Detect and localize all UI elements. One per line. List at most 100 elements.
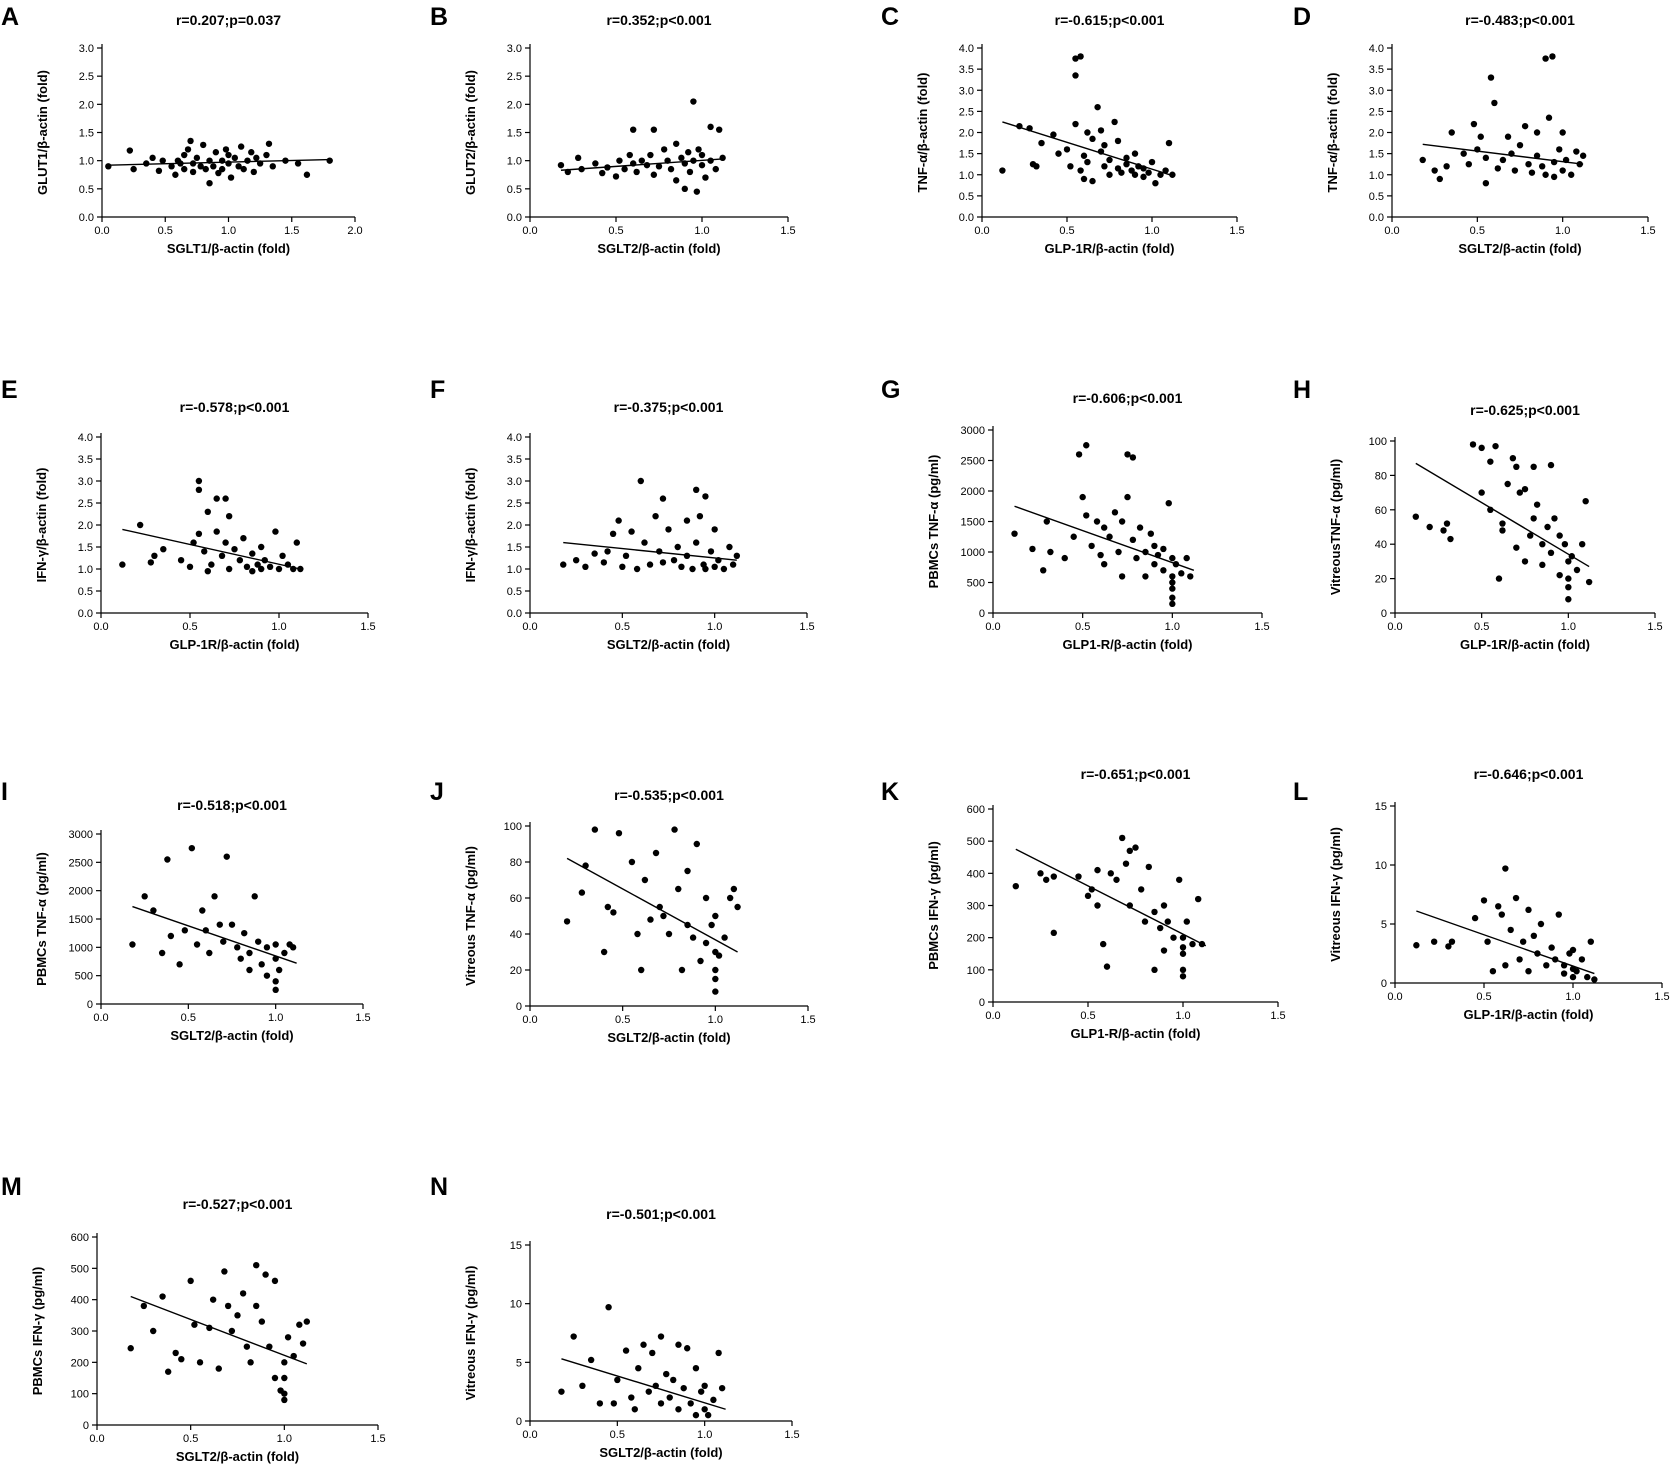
- data-point: [240, 535, 247, 542]
- data-point: [1560, 970, 1568, 977]
- panel-n: Nr=-0.501;p<0.001 0.0 0.5 1.0 1.5 0 5 10 15 SGLT2…: [430, 1173, 800, 1460]
- y-tick-label: 400: [967, 868, 985, 880]
- panel-label: D: [1293, 3, 1311, 31]
- data-point: [1154, 551, 1162, 559]
- y-tick-label: 40: [1375, 539, 1387, 551]
- data-point: [1070, 533, 1077, 540]
- data-point: [698, 151, 706, 159]
- data-point: [1106, 156, 1113, 164]
- stat-title: r=-0.518;p<0.001: [177, 797, 287, 813]
- data-point: [265, 140, 273, 147]
- panel-h: Hr=-0.625;p<0.001 0.0 0.5 1.0 1.5 0 20 40 60 80 10…: [1293, 376, 1663, 652]
- x-tick-label: 0.0: [522, 621, 537, 633]
- data-point: [1582, 498, 1589, 505]
- data-point: [1160, 567, 1167, 574]
- data-point: [1072, 120, 1079, 128]
- data-point: [720, 565, 728, 573]
- y-tick-label: 1.0: [78, 564, 93, 576]
- data-point: [1573, 566, 1581, 574]
- data-point: [1551, 515, 1558, 522]
- data-point: [216, 921, 223, 928]
- data-point: [1131, 171, 1139, 178]
- data-point: [673, 177, 680, 184]
- data-point: [1079, 493, 1086, 501]
- x-tick-label: 1.5: [800, 1014, 815, 1026]
- data-point: [600, 559, 608, 566]
- panel-label: A: [1, 3, 19, 31]
- data-point: [244, 157, 251, 164]
- data-point: [1178, 570, 1185, 577]
- data-point: [1547, 461, 1555, 469]
- data-point: [218, 552, 226, 559]
- data-point: [204, 508, 211, 515]
- x-tick-label: 1.0: [1175, 1010, 1190, 1022]
- data-point: [281, 949, 288, 957]
- x-tick-label: 1.5: [370, 1433, 385, 1445]
- data-point: [1195, 895, 1202, 903]
- data-point: [701, 1382, 708, 1390]
- data-point: [1123, 154, 1130, 162]
- data-point: [234, 1312, 241, 1319]
- panel-e: Er=-0.578;p<0.001 0.0 0.5 1.0 1.5 0.0 0.5 1.0 1.…: [1, 376, 376, 652]
- data-point: [609, 530, 617, 537]
- y-axis-label: Vitreous IFN-γ (pg/ml): [1328, 827, 1343, 962]
- data-point: [675, 885, 682, 893]
- data-point: [675, 1406, 682, 1413]
- y-axis-label: GLUT2/β-actin (fold): [463, 70, 478, 195]
- data-point: [684, 921, 691, 929]
- data-point: [604, 548, 611, 555]
- data-point: [1413, 942, 1420, 949]
- data-point: [558, 1388, 565, 1395]
- data-point: [1097, 551, 1104, 559]
- data-point: [702, 174, 709, 181]
- y-tick-label: 60: [1375, 505, 1387, 517]
- data-point: [202, 165, 209, 173]
- data-point: [557, 161, 565, 169]
- data-point: [702, 894, 710, 902]
- data-point: [638, 966, 645, 974]
- data-point: [1140, 173, 1147, 181]
- data-point: [279, 552, 286, 559]
- data-point: [1126, 902, 1134, 909]
- data-point: [1187, 573, 1194, 580]
- x-tick-label: 0.5: [1080, 1010, 1095, 1022]
- x-tick-label: 0.0: [1387, 621, 1402, 633]
- data-point: [702, 493, 709, 500]
- data-point: [1584, 973, 1591, 981]
- data-point: [1043, 876, 1050, 883]
- data-point: [641, 876, 649, 884]
- y-axis-label: Vitreous IFN-γ (pg/ml): [463, 1266, 478, 1401]
- data-point: [1542, 171, 1549, 178]
- data-point: [1089, 135, 1096, 143]
- data-point: [129, 941, 136, 948]
- data-point: [266, 1343, 273, 1350]
- y-tick-label: 3.0: [507, 43, 522, 55]
- data-point: [599, 169, 606, 177]
- data-point: [200, 141, 207, 149]
- data-point: [1495, 903, 1502, 910]
- data-point: [227, 174, 235, 181]
- x-tick-label: 0.0: [1384, 225, 1399, 237]
- y-tick-label: 2000: [961, 486, 985, 498]
- data-point: [1083, 442, 1090, 449]
- data-point: [299, 1340, 307, 1347]
- data-point: [1516, 489, 1524, 496]
- data-point: [1516, 141, 1524, 149]
- data-point: [282, 157, 289, 164]
- data-point: [715, 1349, 722, 1357]
- data-point: [1440, 527, 1447, 534]
- y-tick-label: 0.5: [79, 184, 94, 196]
- data-point: [696, 513, 704, 520]
- panel-label: L: [1293, 778, 1308, 806]
- data-point: [1495, 575, 1503, 582]
- data-point: [246, 949, 253, 957]
- data-point: [1118, 573, 1126, 580]
- data-point: [604, 164, 611, 171]
- x-tick-label: 1.0: [1144, 225, 1159, 237]
- data-point: [650, 126, 658, 133]
- data-point: [1530, 515, 1537, 522]
- data-point: [693, 188, 701, 195]
- data-point: [1132, 844, 1139, 851]
- data-point: [176, 961, 183, 968]
